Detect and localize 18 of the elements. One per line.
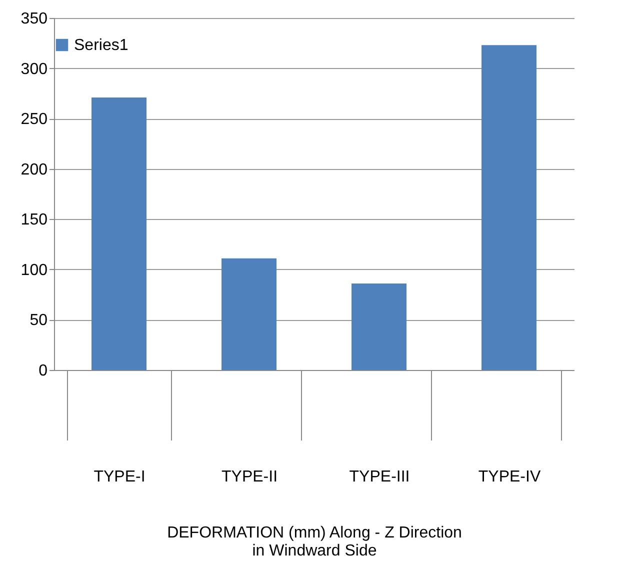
x-tick-label: TYPE-III [349,468,410,486]
bar [482,45,536,370]
y-tick-label: 0 [38,362,48,380]
bar [222,258,276,370]
legend-label: Series1 [74,37,128,54]
bar [352,284,406,370]
x-tick-label: TYPE-IV [478,468,541,486]
y-tick-label: 350 [20,10,48,28]
y-tick-label: 200 [20,161,48,178]
x-tick-label: TYPE-II [221,468,278,486]
x-tick-label: TYPE-I [94,468,146,486]
x-axis-title: DEFORMATION (mm) Along - Z Direction in Windward Side [167,524,462,560]
y-tick-label: 300 [20,60,48,78]
y-tick-label: 100 [20,262,48,279]
y-tick-label: 50 [30,312,48,330]
bar [92,97,146,370]
y-tick-label: 250 [20,111,48,128]
y-tick-label: 150 [20,212,48,229]
